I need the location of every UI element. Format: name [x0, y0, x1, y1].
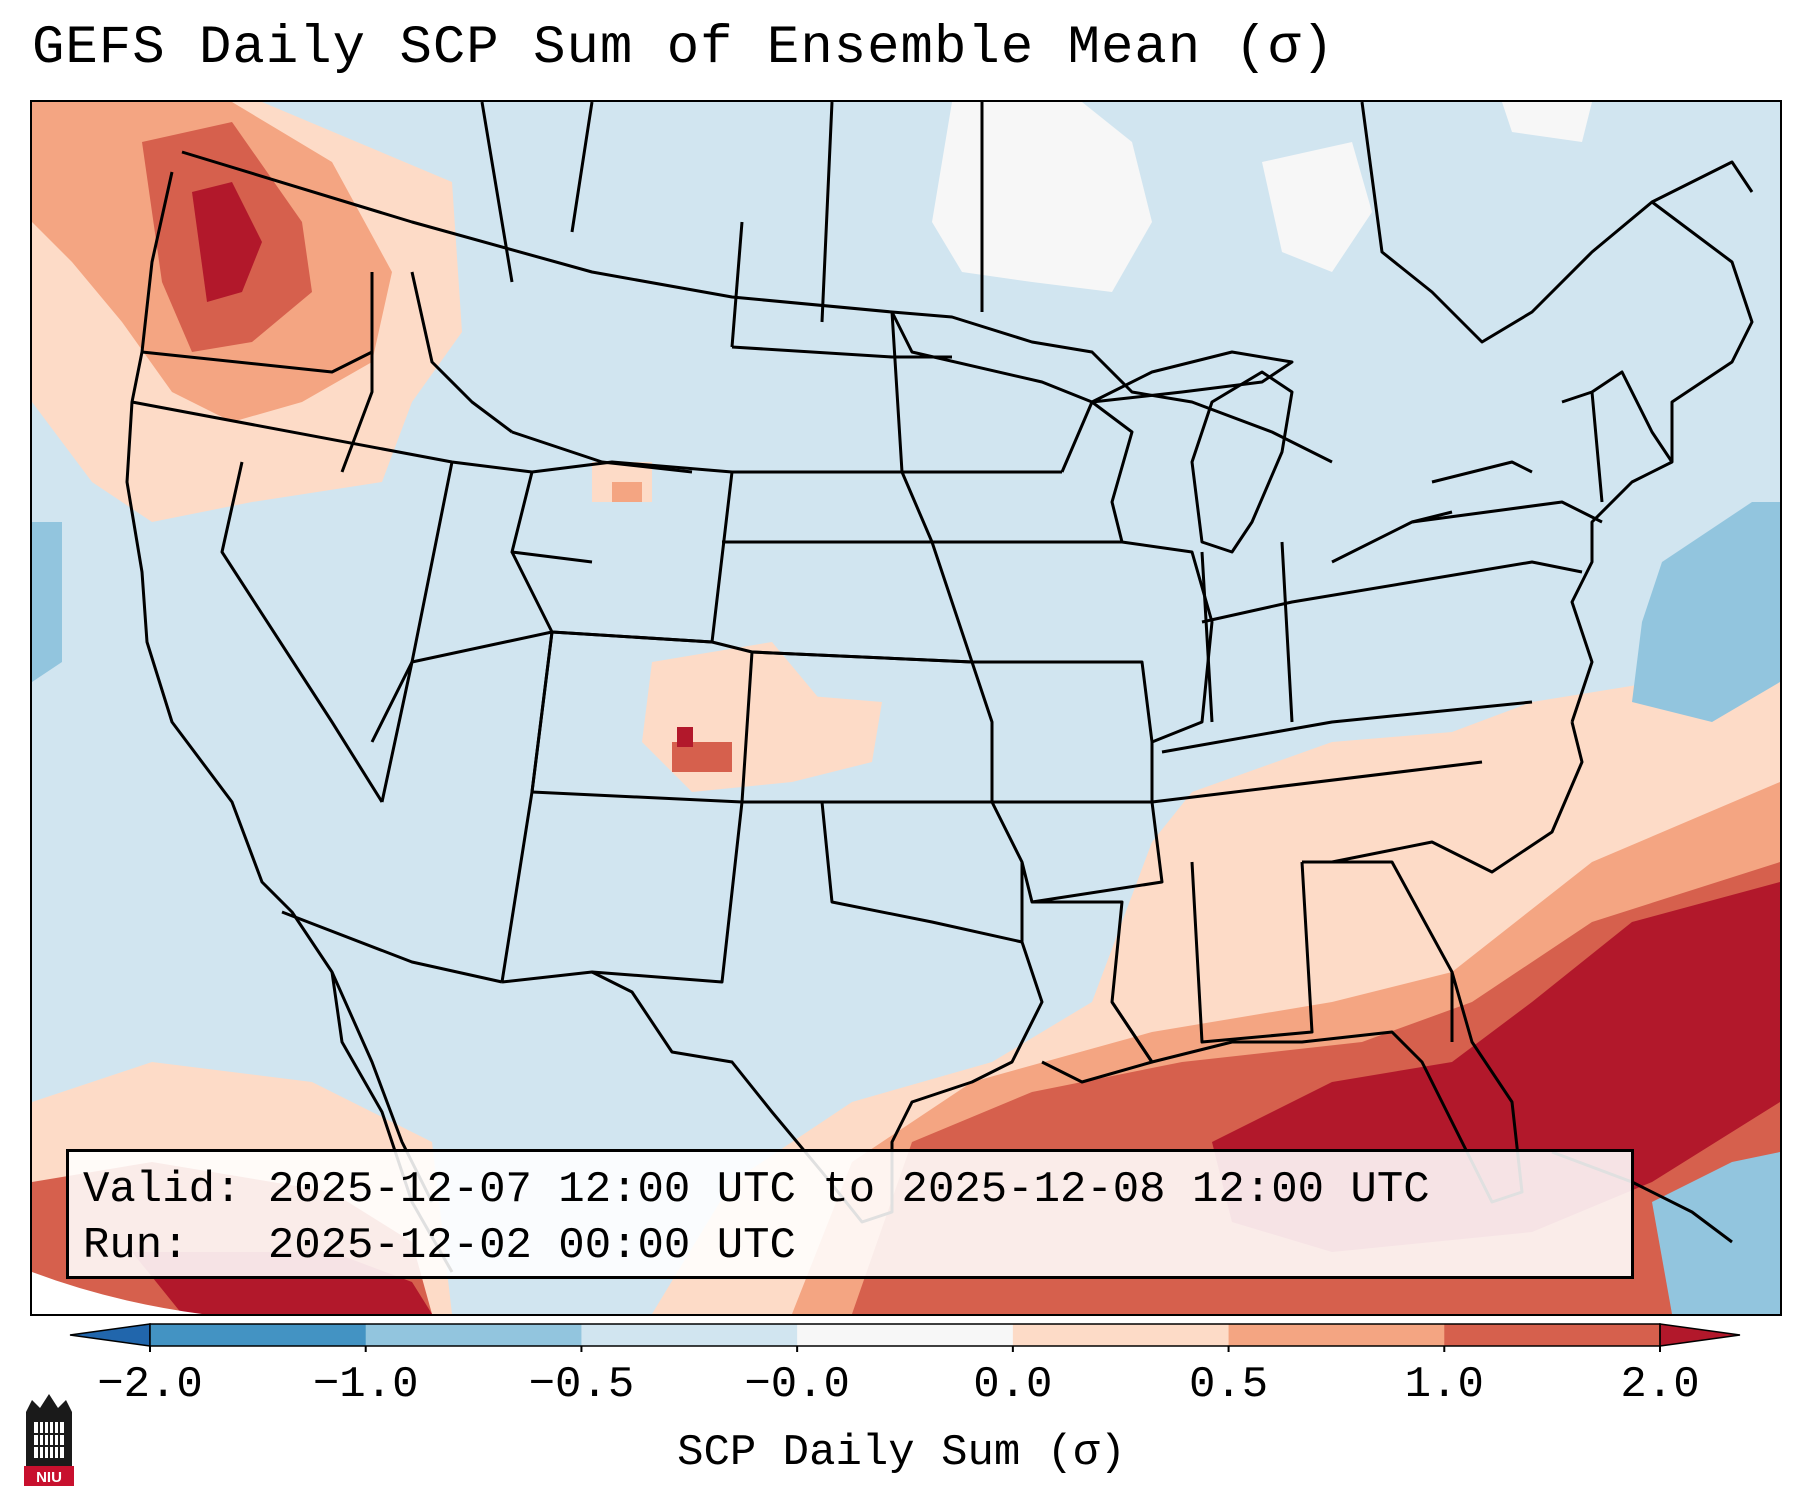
state-borders — [125, 102, 1754, 1273]
oklahoma — [742, 800, 1024, 944]
run-row: Run: 2025-12-02 00:00 UTC — [83, 1218, 1631, 1274]
colorbar-tick-label: 0.0 — [973, 1360, 1053, 1410]
minnesota-east — [890, 311, 1093, 404]
colorbar-extend-low — [69, 1323, 151, 1347]
carolinas — [1331, 721, 1584, 874]
map-panel — [30, 100, 1782, 1316]
valid-run-info-box: Valid: 2025-12-07 12:00 UTC to 2025-12-0… — [66, 1149, 1634, 1279]
niu-logo-icon: NIU — [24, 1394, 74, 1486]
colorbar-segment — [1444, 1324, 1661, 1346]
wyoming-box — [510, 460, 734, 644]
colorbar-tick-label: 2.0 — [1620, 1360, 1700, 1410]
ohio-pa — [1201, 560, 1583, 624]
colorado-extreme-cell — [677, 727, 693, 747]
scp-anomaly-field — [32, 102, 1780, 1314]
colorbar-tick-label: 1.0 — [1404, 1360, 1484, 1410]
az-mexico-border — [281, 910, 503, 984]
nm-tx-border — [501, 801, 744, 984]
illinois — [1121, 540, 1214, 744]
colorbar-segment — [1012, 1324, 1230, 1346]
valid-row: Valid: 2025-12-07 12:00 UTC to 2025-12-0… — [83, 1162, 1631, 1218]
utah-az-border — [380, 630, 554, 803]
map-svg — [32, 102, 1780, 1314]
chart-title: GEFS Daily SCP Sum of Ensemble Mean (σ) — [32, 18, 1335, 79]
or-ca-nv-border — [131, 400, 453, 464]
valid-label: Valid: — [83, 1165, 242, 1215]
west-coast — [125, 171, 434, 1203]
neutral-patch-ne — [1502, 102, 1592, 142]
colorbar-frame — [149, 1323, 1661, 1347]
colorbar — [69, 1323, 1741, 1352]
arkansas — [992, 800, 1164, 904]
colorbar-segment — [150, 1324, 367, 1346]
kansas-patch — [762, 692, 882, 782]
colorbar-tick-label: 0.5 — [1188, 1360, 1269, 1410]
canada-internal — [480, 102, 984, 323]
colorbar-tick-label: −0.5 — [528, 1360, 635, 1410]
valid-value: 2025-12-07 12:00 UTC to 2025-12-08 12:00… — [267, 1165, 1430, 1215]
utah-border — [451, 460, 593, 564]
az-nm-border — [500, 791, 534, 983]
atlantic-negative — [1632, 502, 1780, 722]
caribbean-negative — [1652, 1152, 1780, 1314]
nevada-east — [370, 461, 454, 743]
logo-text: NIU — [36, 1469, 62, 1486]
gulf-coast — [1110, 971, 1524, 1204]
wisconsin — [1060, 400, 1134, 543]
pnw-extreme — [192, 182, 262, 302]
colorbar-tick-label: −1.0 — [312, 1360, 419, 1410]
run-value: 2025-12-02 00:00 UTC — [267, 1221, 796, 1271]
pacific-negative — [32, 522, 62, 682]
idaho-west — [340, 272, 374, 473]
nd-east — [890, 311, 904, 473]
colorbar-extend-high — [1659, 1323, 1741, 1347]
montana-east — [730, 221, 744, 348]
nebraska-box — [732, 470, 974, 664]
colorbar-tick-label: −2.0 — [97, 1360, 203, 1410]
colorbar-segment — [797, 1324, 1014, 1346]
wa-or-border — [141, 350, 373, 374]
nd-sd-border — [731, 345, 952, 359]
pa-ny — [1411, 500, 1603, 524]
us-canada-border — [181, 150, 1333, 464]
alabama-ga — [1190, 861, 1314, 1044]
projection-edge — [32, 1272, 202, 1314]
ky-tn — [1161, 700, 1533, 754]
neutral-patch-canada — [1262, 142, 1372, 272]
tennessee — [1151, 760, 1483, 804]
colorbar-segment — [581, 1324, 798, 1346]
great-lakes-michigan — [1190, 370, 1294, 554]
lake-erie-ontario — [1331, 460, 1533, 564]
canada-quebec — [1360, 102, 1754, 344]
wyoming-cell — [612, 482, 642, 502]
colorbar-tick-label: −0.0 — [744, 1360, 850, 1410]
indiana-ohio — [1200, 541, 1294, 723]
ca-nv-border — [220, 461, 384, 803]
colorbar-segment — [1228, 1324, 1445, 1346]
colorbar-label: SCP Daily Sum (σ) — [677, 1428, 1126, 1478]
georgia-fl — [1302, 860, 1454, 1042]
great-lakes-superior — [1090, 350, 1294, 404]
idaho-east — [410, 271, 513, 434]
new-england — [1561, 370, 1674, 503]
missouri — [972, 660, 1154, 804]
run-label: Run: — [83, 1221, 189, 1271]
colorbar-segment — [365, 1324, 582, 1346]
neutral-patch-north — [932, 102, 1152, 292]
